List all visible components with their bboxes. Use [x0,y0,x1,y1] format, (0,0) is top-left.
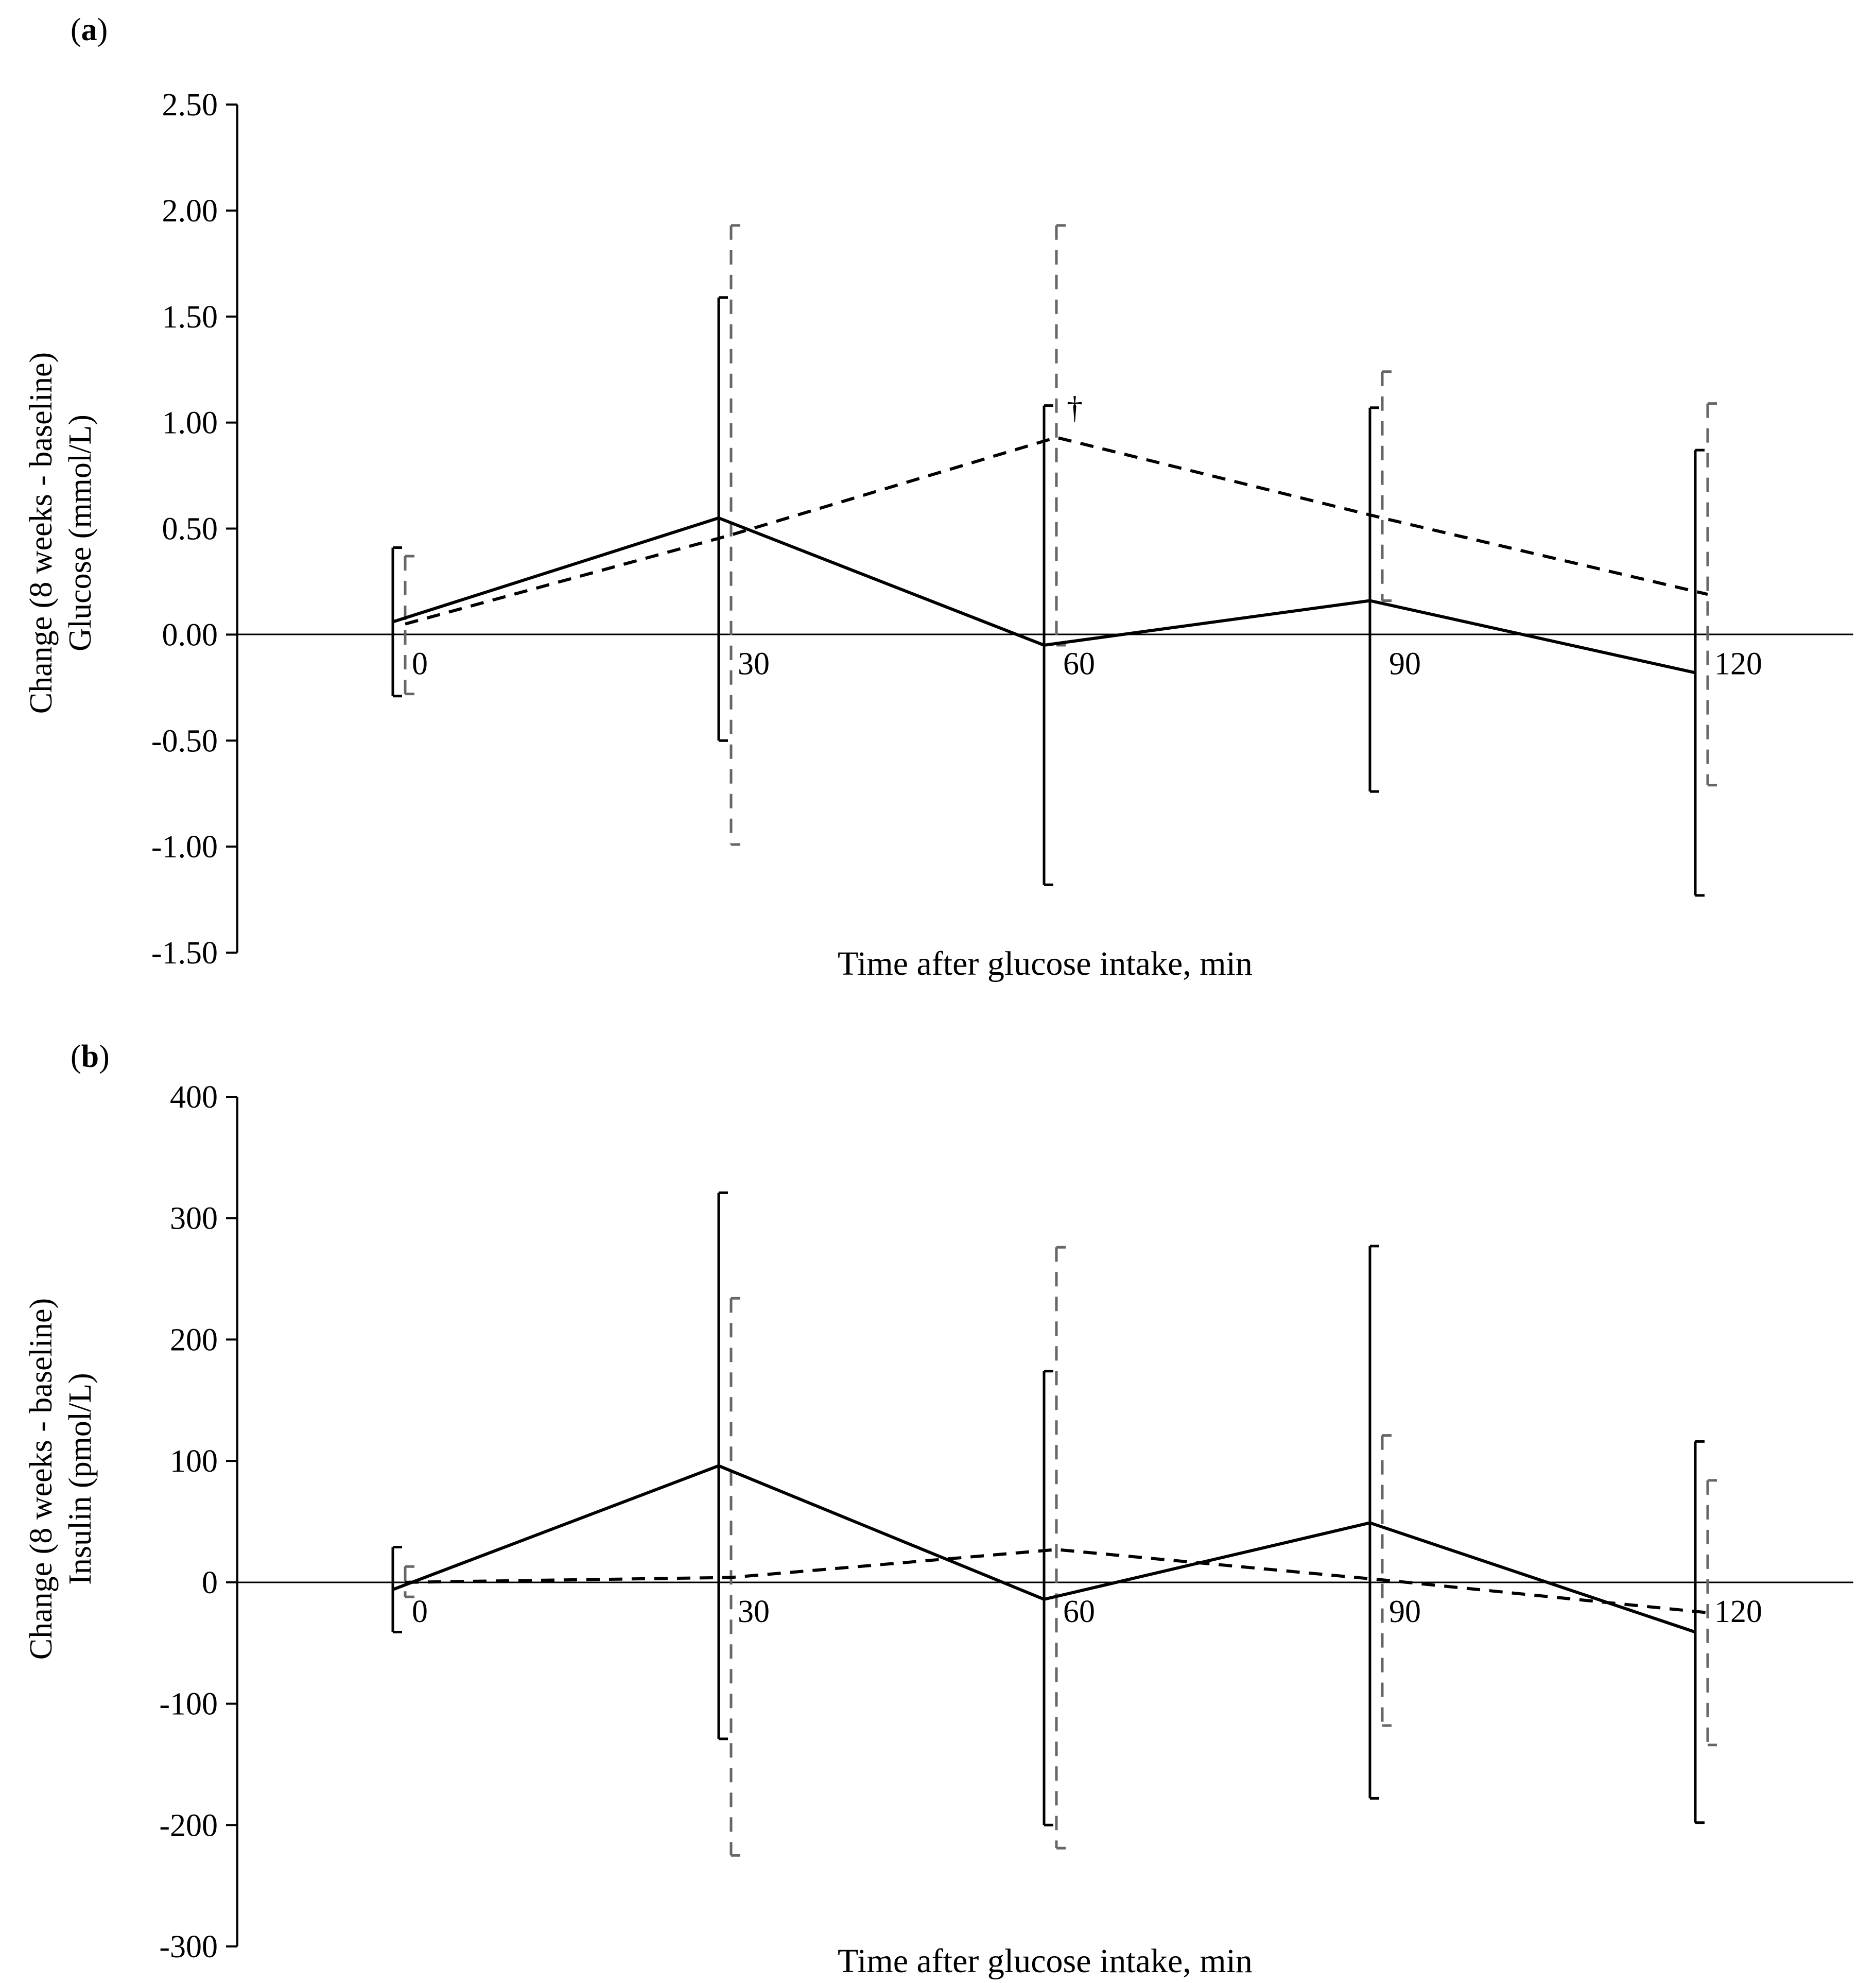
panel-a-y-axis-title-line-1: Change (8 weeks - baseline) [24,352,59,714]
panel-a-x-ticks: 0 30 60 90 120 [412,646,1762,681]
panel-b-dashed-error-bar [404,1565,414,1598]
panel-a-solid-error-bar [1694,449,1705,897]
panel-b-dashed-error-bar [1381,1434,1392,1727]
panel-a-y-tick-label: 2.00 [162,194,218,229]
panel-b-dashed-series-line [405,1548,1708,1614]
panel-b-x-axis-title: Time after glucose intake, min [838,1942,1253,1980]
panel-a-series-lines [392,436,1708,675]
panel-b-series-lines [392,1464,1708,1634]
panel-b-y-tick-label: 400 [170,1080,218,1115]
panel-a-y-tick-label: 1.00 [162,406,218,441]
panel-a-x-axis-title: Time after glucose intake, min [838,945,1253,982]
panel-a-significance-marker: † [1067,390,1083,425]
panel-b-y-tick-label: 0 [202,1565,218,1600]
panel-a-annotations: † [1067,390,1083,425]
panel-a-label: (a) [71,12,108,47]
panel-b-x-tick-label: 30 [738,1594,770,1629]
panel-b-y-tick-label: -200 [159,1808,218,1843]
panel-a-dashed-error-bar [1055,224,1066,647]
panel-b-error-bars [391,1191,1717,1857]
panel-b-y-tick-label: -300 [159,1929,218,1964]
panel-b-dashed-error-bar [1706,1479,1717,1747]
panel-a-y-tick-label: -1.50 [151,936,218,971]
panel-b-y-tick-label: 300 [170,1201,218,1236]
panel-a-solid-series-line [392,516,1696,675]
panel-a-x-tick-label: 90 [1389,646,1421,681]
panel-b-y-tick-label: 100 [170,1444,218,1479]
panel-a-y-axis-title: Change (8 weeks - baseline) Glucose (mmo… [24,352,98,714]
panel-a-y-tick-label: 2.50 [162,88,218,123]
panel-a-x-tick-label: 30 [738,646,770,681]
panel-b-solid-error-bar [1694,1440,1705,1824]
panel-b-y-tick-label: 200 [170,1322,218,1357]
panel-b-y-axis-title: Change (8 weeks - baseline) Insulin (pmo… [24,1298,98,1660]
panel-b-y-axis-title-line-2: Insulin (pmol/L) [63,1373,98,1585]
panel-b-x-tick-label: 60 [1063,1594,1095,1629]
panel-a-y-tick-label: 0.50 [162,512,218,547]
panel-a-dashed-error-bar [1381,370,1392,602]
panel-a-y-axis-title-line-2: Glucose (mmol/L) [63,415,98,651]
panel-b-y-axis-title-line-1: Change (8 weeks - baseline) [24,1298,59,1660]
panel-b-solid-series-line [392,1464,1696,1634]
panel-a-error-bars [391,224,1717,897]
panel-a-y-tick-label: 1.50 [162,300,218,335]
panel-a-y-tick-label: 0.00 [162,617,218,652]
panel-b-insulin-chart: (b) Change (8 weeks - baseline) Insulin … [24,1039,1853,1980]
panel-b-x-tick-label: 0 [412,1594,428,1629]
panel-a-y-ticks: 2.50 2.00 1.50 1.00 0.50 0.00 -0.50 -1.00 -1.50 [151,88,237,971]
panel-a-x-tick-label: 0 [412,646,428,681]
panel-b-x-tick-label: 90 [1389,1594,1421,1629]
panel-a-x-tick-label: 60 [1063,646,1095,681]
panel-b-y-tick-label: -100 [159,1687,218,1722]
panel-a-dashed-error-bar [729,224,740,846]
panel-a-x-tick-label: 120 [1714,646,1762,681]
panel-a-y-tick-label: -0.50 [151,723,218,758]
panel-b-dashed-error-bar [1055,1246,1066,1850]
panel-a-dashed-error-bar [404,555,414,696]
panel-b-label: (b) [71,1039,110,1074]
panel-b-y-ticks: 400 300 200 100 0 -100 -200 -300 [159,1080,237,1964]
panel-b-x-ticks: 0 30 60 90 120 [412,1594,1762,1629]
panel-a-y-tick-label: -1.00 [151,830,218,865]
panel-a-dashed-error-bar [1706,402,1717,787]
panel-a-glucose-chart: (a) Change (8 weeks - baseline) Glucose … [24,12,1853,982]
panel-b-x-tick-label: 120 [1714,1594,1762,1629]
